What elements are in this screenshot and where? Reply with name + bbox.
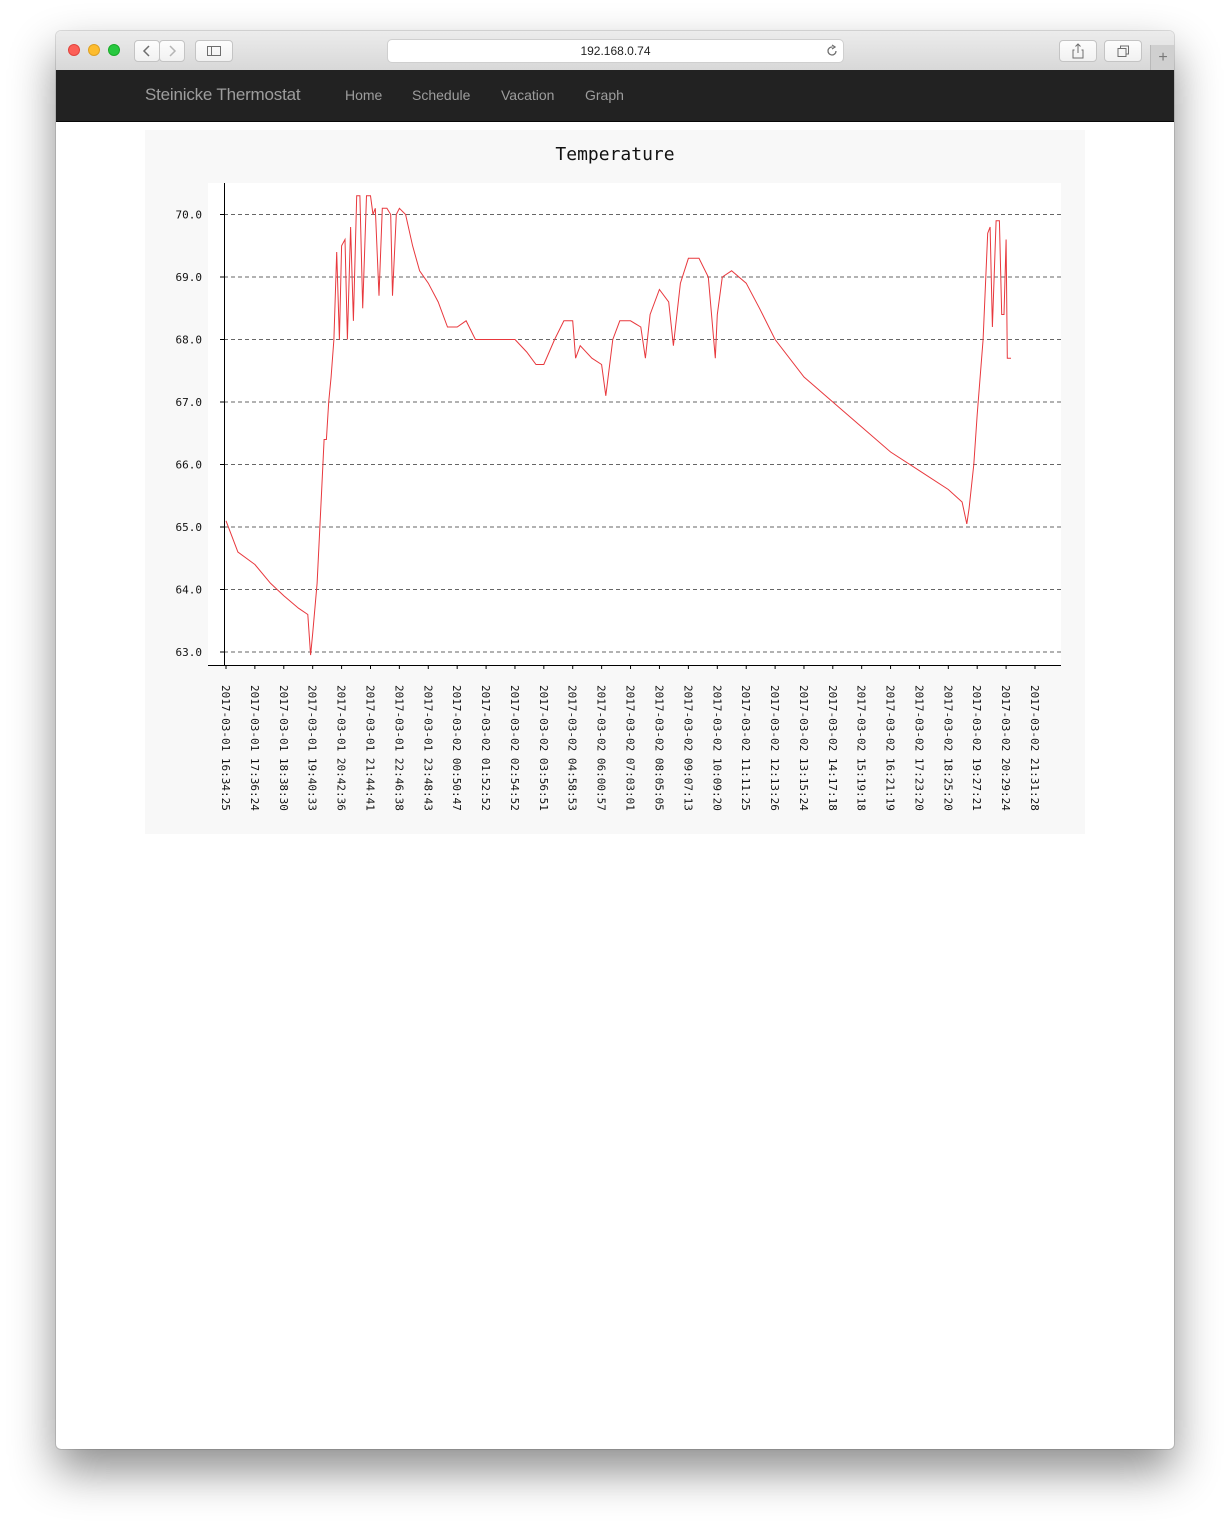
x-tick-label: 2017-03-02 19:27:21 <box>970 685 983 811</box>
reload-icon[interactable] <box>825 43 839 59</box>
x-tick-label: 2017-03-02 18:25:20 <box>941 685 954 811</box>
x-tick-label: 2017-03-02 09:07:13 <box>681 685 694 811</box>
y-tick-label: 64.0 <box>176 584 203 597</box>
sidebar-toggle-button[interactable] <box>195 40 233 62</box>
y-tick-label: 65.0 <box>176 521 203 534</box>
x-tick-label: 2017-03-02 21:31:28 <box>1028 685 1041 811</box>
x-tick-label: 2017-03-02 00:50:47 <box>450 685 463 811</box>
temperature-chart: Temperature 63.0 64.0 65.0 66.0 67.0 68.0 69.0… <box>176 144 1061 811</box>
y-axis-ticks: 63.0 64.0 65.0 66.0 67.0 68.0 69.0 70.0 <box>176 209 224 659</box>
url-text: 192.168.0.74 <box>580 44 651 58</box>
sidebar-icon <box>207 46 221 56</box>
x-tick-label: 2017-03-02 20:29:24 <box>999 685 1012 811</box>
navbar: Steinicke Thermostat Home Schedule Vacat… <box>56 70 1174 122</box>
x-tick-label: 2017-03-02 12:13:26 <box>768 685 781 811</box>
x-tick-label: 2017-03-01 20:42:36 <box>335 685 348 811</box>
close-window-button[interactable] <box>68 44 80 56</box>
x-tick-label: 2017-03-02 03:56:51 <box>537 685 550 811</box>
x-tick-label: 2017-03-02 02:54:52 <box>508 685 521 811</box>
y-tick-label: 67.0 <box>176 396 203 409</box>
chevron-left-icon <box>142 45 150 57</box>
x-tick-label: 2017-03-01 19:40:33 <box>306 685 319 811</box>
x-tick-label: 2017-03-01 22:46:38 <box>392 685 405 811</box>
minimize-window-button[interactable] <box>88 44 100 56</box>
x-tick-label: 2017-03-02 08:05:05 <box>652 685 665 811</box>
forward-button[interactable] <box>159 40 185 62</box>
temperature-series-line <box>225 195 1011 656</box>
nav-item-home[interactable]: Home <box>345 87 383 103</box>
x-tick-label: 2017-03-01 17:36:24 <box>248 685 261 811</box>
tabs-icon <box>1117 45 1129 57</box>
x-tick-label: 2017-03-02 06:00:57 <box>595 685 608 811</box>
back-button[interactable] <box>134 40 160 62</box>
browser-toolbar: 192.168.0.74 + <box>56 31 1174 71</box>
chevron-right-icon <box>169 45 177 57</box>
x-tick-label: 2017-03-02 17:23:20 <box>912 685 925 811</box>
x-tick-label: 2017-03-02 11:11:25 <box>739 685 752 811</box>
share-icon <box>1072 43 1084 59</box>
y-tick-label: 70.0 <box>176 209 203 222</box>
y-tick-label: 69.0 <box>176 271 203 284</box>
x-tick-label: 2017-03-02 14:17:18 <box>826 685 839 811</box>
share-button[interactable] <box>1059 40 1097 62</box>
nav-item-schedule[interactable]: Schedule <box>412 87 471 103</box>
plot-area <box>208 183 1061 665</box>
x-tick-label: 2017-03-02 10:09:20 <box>710 685 723 811</box>
x-axis-ticks: 2017-03-01 16:34:25 2017-03-01 17:36:24 20… <box>219 665 1041 811</box>
x-tick-label: 2017-03-02 01:52:52 <box>479 685 492 811</box>
browser-window: 192.168.0.74 + Steinicke Thermostat Home… <box>56 31 1174 1449</box>
x-tick-label: 2017-03-01 16:34:25 <box>219 685 232 811</box>
tabs-overview-button[interactable] <box>1104 40 1142 62</box>
x-tick-label: 2017-03-02 15:19:18 <box>855 685 868 811</box>
y-tick-label: 66.0 <box>176 459 203 472</box>
y-tick-label: 63.0 <box>176 646 203 659</box>
zoom-window-button[interactable] <box>108 44 120 56</box>
x-tick-label: 2017-03-02 07:03:01 <box>624 685 637 811</box>
x-tick-label: 2017-03-02 13:15:24 <box>797 685 810 811</box>
x-tick-label: 2017-03-02 04:58:53 <box>566 685 579 811</box>
nav-item-graph[interactable]: Graph <box>585 87 624 103</box>
chart-title: Temperature <box>555 144 674 165</box>
x-tick-label: 2017-03-02 16:21:19 <box>884 685 897 811</box>
nav-item-vacation[interactable]: Vacation <box>501 87 555 103</box>
y-tick-label: 68.0 <box>176 334 203 347</box>
address-bar[interactable]: 192.168.0.74 <box>387 39 844 63</box>
x-tick-label: 2017-03-01 23:48:43 <box>421 685 434 811</box>
new-tab-button[interactable]: + <box>1150 45 1174 70</box>
x-tick-label: 2017-03-01 18:38:30 <box>277 685 290 811</box>
navbar-brand[interactable]: Steinicke Thermostat <box>145 85 301 104</box>
chart-panel: Temperature 63.0 64.0 65.0 66.0 67.0 68.0 69.0… <box>145 130 1085 834</box>
x-tick-label: 2017-03-01 21:44:41 <box>364 685 377 811</box>
